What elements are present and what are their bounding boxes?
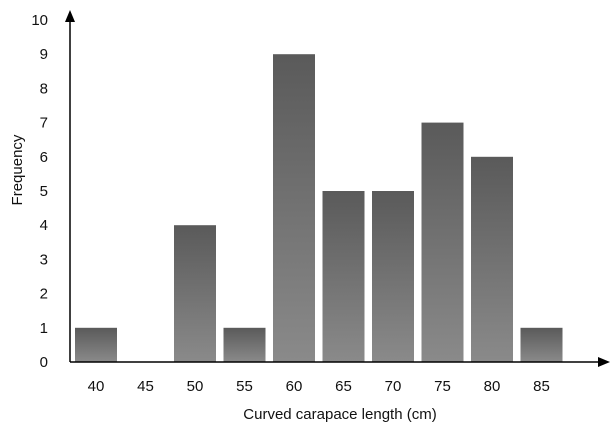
bar-80 xyxy=(471,156,513,362)
y-tick-label: 3 xyxy=(40,251,48,268)
x-tick-label: 40 xyxy=(88,378,105,395)
y-tick-labels: 0 1 2 3 4 5 6 7 8 9 10 xyxy=(31,12,48,371)
y-tick-label: 4 xyxy=(40,217,48,234)
x-tick-label: 80 xyxy=(484,378,501,395)
bar-60 xyxy=(273,54,315,362)
x-axis-title: Curved carapace length (cm) xyxy=(243,406,436,423)
x-tick-label: 60 xyxy=(286,378,303,395)
y-tick-label: 10 xyxy=(31,12,48,29)
bar-50 xyxy=(174,225,216,362)
x-tick-label: 85 xyxy=(533,378,550,395)
x-tick-label: 50 xyxy=(187,378,204,395)
bars-layer xyxy=(75,54,563,362)
y-tick-label: 0 xyxy=(40,354,48,371)
bar-65 xyxy=(322,191,365,362)
y-tick-label: 2 xyxy=(40,286,48,303)
y-axis-arrow-icon xyxy=(65,10,75,22)
y-tick-label: 9 xyxy=(40,46,48,63)
y-tick-label: 7 xyxy=(40,115,48,132)
bar-85 xyxy=(520,327,563,362)
x-tick-label: 75 xyxy=(434,378,451,395)
x-tick-labels: 40 45 50 55 60 65 70 75 80 85 xyxy=(88,378,550,395)
y-tick-label: 1 xyxy=(40,320,48,337)
bar-70 xyxy=(372,191,414,362)
y-axis-title: Frequency xyxy=(9,134,26,205)
bar-55 xyxy=(223,327,266,362)
y-tick-label: 5 xyxy=(40,183,48,200)
y-tick-label: 8 xyxy=(40,80,48,97)
x-tick-label: 65 xyxy=(335,378,352,395)
bar-75 xyxy=(421,122,464,362)
bar-40 xyxy=(75,327,117,362)
y-tick-label: 6 xyxy=(40,149,48,166)
x-axis-arrow-icon xyxy=(598,357,610,367)
x-tick-label: 55 xyxy=(236,378,253,395)
x-tick-label: 45 xyxy=(137,378,154,395)
x-tick-label: 70 xyxy=(385,378,402,395)
